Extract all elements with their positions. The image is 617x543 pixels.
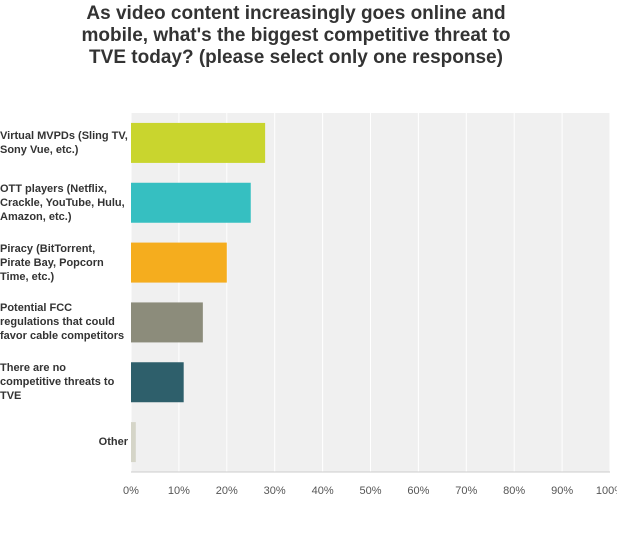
x-tick-label: 90% bbox=[551, 485, 573, 497]
x-tick-label: 0% bbox=[123, 485, 139, 497]
bar bbox=[131, 422, 136, 463]
category-label-box: There are no competitive threats to TVE bbox=[0, 352, 128, 412]
y-tick-label: Potential FCC regulations that could fav… bbox=[0, 302, 125, 343]
y-tick-label: There are no competitive threats to TVE bbox=[0, 362, 115, 403]
bar bbox=[131, 302, 203, 343]
x-tick-label: 10% bbox=[168, 485, 190, 497]
x-tick-label: 30% bbox=[264, 485, 286, 497]
x-tick-label: 70% bbox=[455, 485, 477, 497]
category-label-box: Piracy (BitTorrent, Pirate Bay, Popcorn … bbox=[0, 233, 128, 293]
x-tick-label: 20% bbox=[216, 485, 238, 497]
chart-title: As video content increasingly goes onlin… bbox=[81, 3, 511, 68]
y-tick-label: Piracy (BitTorrent, Pirate Bay, Popcorn … bbox=[0, 242, 104, 283]
x-tick-label: 50% bbox=[359, 485, 381, 497]
x-tick-label: 80% bbox=[503, 485, 525, 497]
bar bbox=[131, 362, 184, 403]
category-label-box: OTT players (Netflix, Crackle, YouTube, … bbox=[0, 173, 128, 233]
y-tick-label: Other bbox=[98, 436, 128, 449]
category-label-box: Virtual MVPDs (Sling TV, Sony Vue, etc.) bbox=[0, 113, 128, 173]
x-tick-label: 100% bbox=[596, 485, 617, 497]
y-tick-label: OTT players (Netflix, Crackle, YouTube, … bbox=[0, 182, 125, 223]
category-label-box: Potential FCC regulations that could fav… bbox=[0, 292, 128, 352]
bar bbox=[131, 242, 227, 283]
bar bbox=[131, 122, 266, 163]
x-tick-label: 60% bbox=[407, 485, 429, 497]
y-tick-label: Virtual MVPDs (Sling TV, Sony Vue, etc.) bbox=[0, 129, 128, 156]
category-label-box: Other bbox=[0, 412, 128, 472]
x-tick-label: 40% bbox=[312, 485, 334, 497]
bar bbox=[131, 182, 251, 223]
